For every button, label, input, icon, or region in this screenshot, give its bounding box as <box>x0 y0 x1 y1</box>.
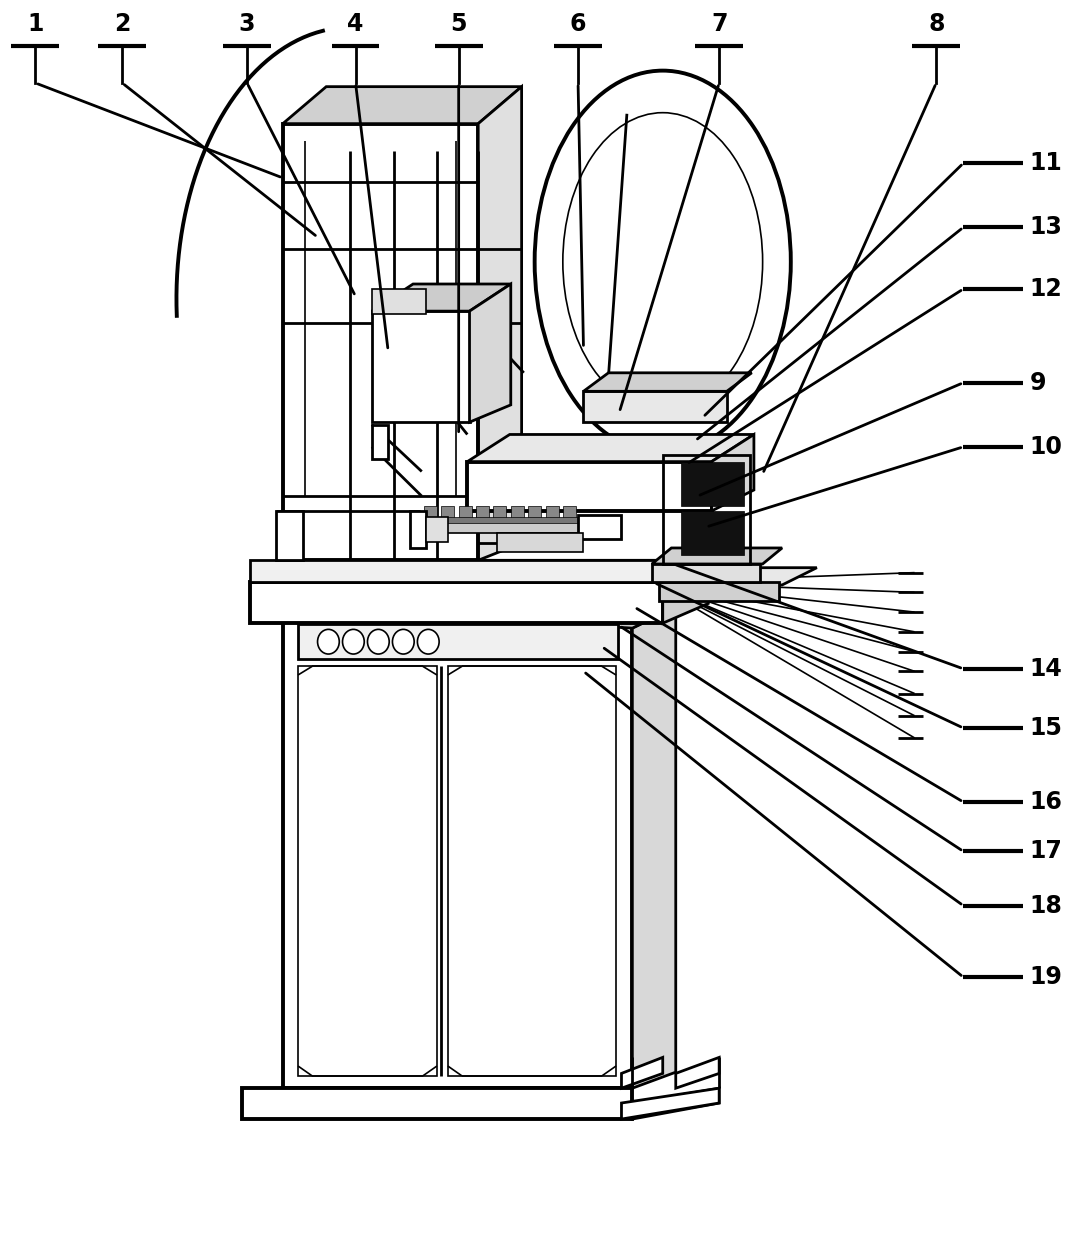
Bar <box>250 560 662 582</box>
Polygon shape <box>662 560 708 623</box>
Circle shape <box>317 629 339 654</box>
Bar <box>298 624 619 659</box>
Text: 18: 18 <box>1030 893 1063 918</box>
Polygon shape <box>283 607 675 628</box>
Circle shape <box>368 629 389 654</box>
Text: 14: 14 <box>1030 657 1063 681</box>
Bar <box>563 506 576 518</box>
Text: 1: 1 <box>27 12 44 36</box>
Bar <box>476 506 489 518</box>
Bar <box>493 506 506 518</box>
Text: 5: 5 <box>451 12 467 36</box>
Bar <box>458 506 471 518</box>
Bar <box>496 533 584 551</box>
Ellipse shape <box>535 71 791 453</box>
Polygon shape <box>298 667 437 1075</box>
Text: 15: 15 <box>1030 716 1063 740</box>
Text: 4: 4 <box>347 12 363 36</box>
Text: 3: 3 <box>239 12 255 36</box>
Polygon shape <box>250 560 708 582</box>
Bar <box>424 506 437 518</box>
Polygon shape <box>467 435 754 462</box>
Text: 6: 6 <box>570 12 586 36</box>
Circle shape <box>343 629 364 654</box>
Bar <box>410 510 427 548</box>
Polygon shape <box>675 1057 719 1088</box>
Polygon shape <box>711 435 754 510</box>
Bar <box>467 462 711 510</box>
Polygon shape <box>622 1057 662 1088</box>
Polygon shape <box>372 284 511 311</box>
Text: 2: 2 <box>113 12 130 36</box>
Bar <box>283 607 633 1088</box>
Bar <box>372 311 469 422</box>
Polygon shape <box>633 1088 719 1119</box>
Bar <box>372 425 388 460</box>
Polygon shape <box>584 373 752 392</box>
Bar <box>681 462 744 506</box>
Text: 8: 8 <box>928 12 945 36</box>
Bar <box>427 517 447 541</box>
Text: 10: 10 <box>1030 435 1063 458</box>
Bar <box>681 510 744 555</box>
Text: 9: 9 <box>1030 370 1046 395</box>
Polygon shape <box>469 284 511 422</box>
Bar <box>546 506 559 518</box>
Bar <box>528 506 541 518</box>
Bar <box>511 506 524 518</box>
Circle shape <box>393 629 415 654</box>
Bar <box>578 514 622 539</box>
Bar <box>420 520 580 533</box>
Bar <box>276 510 303 560</box>
Bar <box>659 582 779 601</box>
Bar <box>372 289 427 313</box>
Bar <box>420 517 580 523</box>
Text: 17: 17 <box>1030 839 1063 864</box>
Bar <box>250 582 662 623</box>
Polygon shape <box>633 607 675 1088</box>
Bar <box>441 506 454 518</box>
Polygon shape <box>283 87 521 124</box>
Text: 11: 11 <box>1030 151 1063 175</box>
Text: 19: 19 <box>1030 965 1063 989</box>
Text: 7: 7 <box>711 12 728 36</box>
Bar <box>652 564 760 582</box>
Bar <box>241 1088 633 1119</box>
Polygon shape <box>622 1088 719 1119</box>
Polygon shape <box>447 667 616 1075</box>
Polygon shape <box>662 567 817 585</box>
Polygon shape <box>283 124 478 560</box>
Text: 16: 16 <box>1030 790 1063 814</box>
Polygon shape <box>478 87 521 560</box>
Bar <box>584 392 727 422</box>
Text: 12: 12 <box>1030 278 1063 301</box>
Bar <box>662 456 750 564</box>
Polygon shape <box>652 548 782 564</box>
Ellipse shape <box>563 113 763 411</box>
Text: 13: 13 <box>1030 216 1063 239</box>
Polygon shape <box>177 31 323 316</box>
Circle shape <box>418 629 439 654</box>
